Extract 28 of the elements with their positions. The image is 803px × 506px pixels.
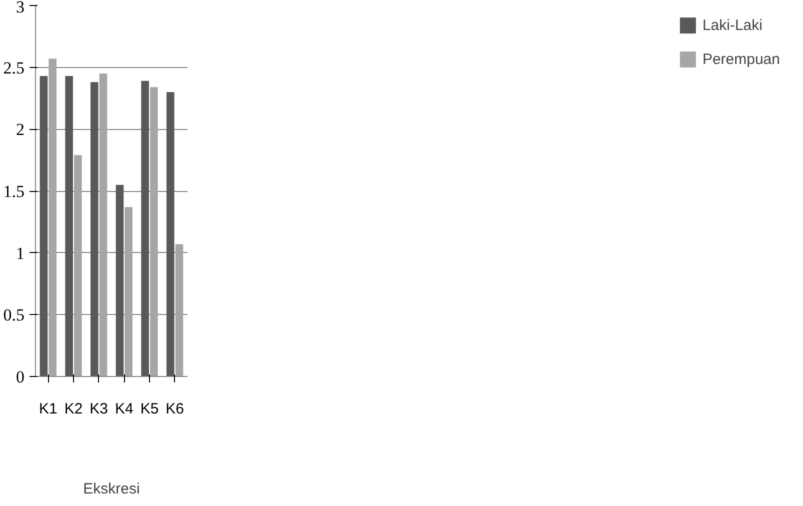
bar [175,244,184,376]
bar [99,74,108,376]
y-tick-label: 0.5 [3,306,24,325]
bar [166,92,174,376]
y-tick-label: 1 [16,244,24,263]
x-tick-label: K1 [38,400,58,418]
bar [74,155,82,376]
x-tick-label: K4 [114,400,134,418]
bar [65,76,73,376]
bar [141,80,149,376]
y-tick-label: 2 [16,120,24,140]
y-tick-label: 2.5 [3,58,24,78]
x-axis-title: Ekskresi [83,480,140,498]
x-tick-label: K5 [140,400,159,418]
x-tick-label: K3 [90,400,108,418]
bar [116,184,124,376]
bar [150,87,158,376]
bar [90,82,98,376]
y-tick-label: 3 [16,0,24,16]
y-tick-label: 1.5 [3,182,24,201]
bar [124,207,132,376]
bar [48,58,56,376]
y-tick-label: 0 [16,368,24,386]
legend-label: Laki-Laki [702,16,762,34]
x-tick-label: K6 [166,400,184,418]
bar [40,76,48,376]
x-tick-label: K2 [64,400,83,418]
legend-label: Perempuan [702,50,780,68]
